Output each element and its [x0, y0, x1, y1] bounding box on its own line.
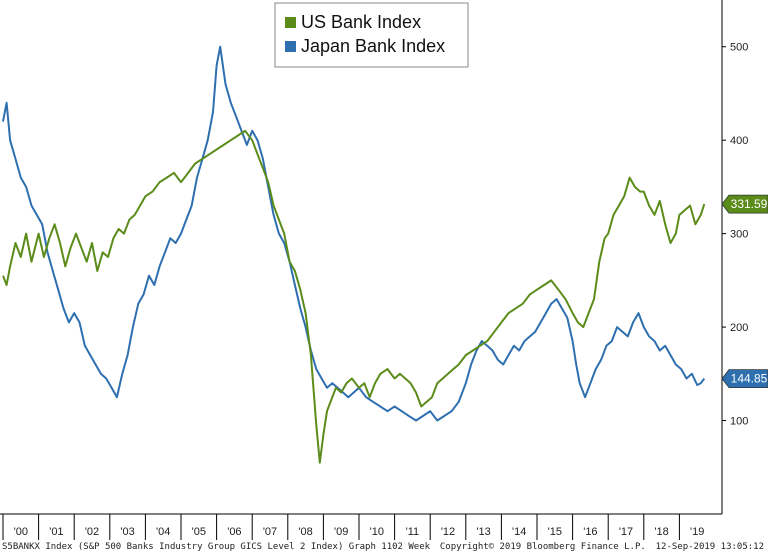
- y-tick-label: 300: [730, 229, 748, 241]
- last-value-tag-box: [721, 194, 768, 214]
- legend: US Bank Index Japan Bank Index: [274, 2, 469, 68]
- x-tick-label: '00: [14, 526, 28, 538]
- x-tick-label: '01: [49, 526, 63, 538]
- x-tick-label: '07: [263, 526, 277, 538]
- footer-source: S5BANKX Index (S&P 500 Banks Industry Gr…: [2, 542, 431, 552]
- y-tick-label: 100: [730, 416, 748, 428]
- footer: S5BANKX Index (S&P 500 Banks Industry Gr…: [2, 542, 764, 556]
- last-value-tags: 331.59 144.85: [721, 194, 768, 389]
- x-tick-label: '02: [85, 526, 99, 538]
- x-tick-label: '15: [548, 526, 562, 538]
- legend-box: [274, 2, 469, 68]
- last-value-tag-japan: 144.85: [721, 369, 768, 389]
- x-tick-label: '10: [370, 526, 384, 538]
- x-tick-label: '12: [441, 526, 455, 538]
- plot-frame: [0, 0, 723, 515]
- y-tick-label: 400: [730, 135, 748, 147]
- x-tick-label: '04: [156, 526, 170, 538]
- line-chart: 100 200 300 400 500 '00 '01 '02 '03 '04 '05 '06 '07…: [0, 0, 768, 540]
- y-axis: 100 200 300 400 500: [722, 42, 748, 428]
- last-value-label: 331.59: [731, 197, 768, 211]
- x-tick-label: '17: [619, 526, 633, 538]
- footer-timestamp: 12-Sep-2019 13:05:12: [655, 542, 764, 552]
- footer-copyright: Copyright© 2019 Bloomberg Finance L.P.: [439, 542, 646, 552]
- legend-swatch-japan: [285, 41, 296, 52]
- x-tick-label: '18: [654, 526, 668, 538]
- x-axis: '00 '01 '02 '03 '04 '05 '06 '07 '08 '09 '10 '11 '12 '…: [2, 514, 704, 540]
- series-line-us-bank-index: [2, 129, 706, 464]
- x-tick-label: '09: [334, 526, 348, 538]
- x-tick-label: '11: [406, 526, 420, 538]
- x-tick-label: '05: [192, 526, 206, 538]
- legend-label-japan: Japan Bank Index: [301, 36, 445, 56]
- x-tick-label: '19: [690, 526, 704, 538]
- x-tick-label: '13: [476, 526, 490, 538]
- x-tick-label: '08: [298, 526, 312, 538]
- last-value-tag-box: [721, 369, 768, 389]
- x-tick-label: '06: [227, 526, 241, 538]
- last-value-label: 144.85: [731, 372, 768, 386]
- x-tick-label: '14: [512, 526, 526, 538]
- x-tick-label: '03: [120, 526, 134, 538]
- series-line-japan-bank-index: [2, 45, 706, 422]
- x-tick-label: '16: [583, 526, 597, 538]
- y-tick-label: 500: [730, 42, 748, 54]
- legend-swatch-us: [285, 17, 296, 28]
- legend-label-us: US Bank Index: [301, 12, 421, 32]
- last-value-tag-us: 331.59: [721, 194, 768, 214]
- series-layer: [2, 45, 706, 464]
- y-tick-label: 200: [730, 322, 748, 334]
